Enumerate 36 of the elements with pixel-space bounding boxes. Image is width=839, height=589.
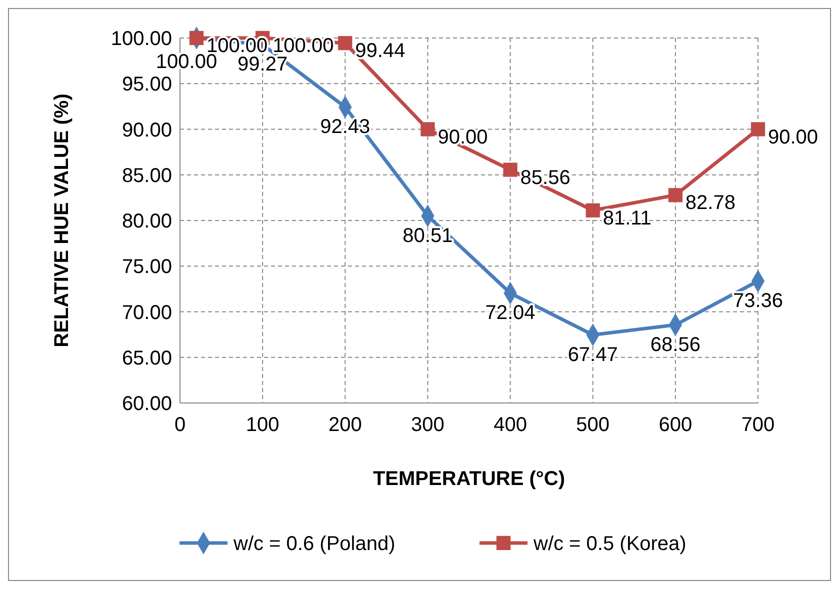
y-tick-label: 100.00	[110, 28, 172, 50]
x-tick-label: 400	[494, 414, 527, 436]
x-tick-label: 700	[741, 414, 775, 436]
x-tick-label: 0	[174, 414, 186, 436]
x-axis-title: TEMPERATURE (°C)	[372, 468, 566, 490]
x-tick-label: 600	[658, 414, 692, 436]
point	[420, 122, 435, 136]
y-tick-label: 80.00	[122, 210, 172, 232]
data-label: 73.36	[732, 290, 784, 312]
data-label: 90.00	[768, 126, 818, 148]
data-label: 99.44	[355, 40, 406, 62]
point	[503, 162, 518, 177]
legend-label: w/c = 0.5 (Korea)	[532, 533, 686, 555]
data-label: 67.47	[568, 344, 618, 366]
y-tick-label: 90.00	[122, 119, 172, 142]
x-tick-label: 300	[411, 414, 444, 436]
x-tick-label: 500	[576, 414, 610, 436]
data-label: 82.78	[685, 192, 736, 214]
y-tick-label: 60.00	[122, 393, 172, 415]
x-tick-label: 100	[246, 414, 280, 436]
y-axis-title: RELATIVE HUE VALUE (%)	[51, 94, 73, 348]
point	[189, 30, 204, 46]
x-tick-label: 200	[328, 414, 362, 436]
point	[586, 203, 600, 218]
point	[338, 36, 352, 50]
y-tick-label: 85.00	[122, 164, 172, 187]
point	[668, 188, 682, 202]
legend-label: w/c = 0.6 (Poland)	[232, 533, 396, 555]
point	[750, 122, 766, 136]
y-tick-label: 70.00	[122, 302, 172, 324]
y-tick-label: 75.00	[122, 256, 172, 278]
y-tick-label: 65.00	[122, 347, 172, 370]
data-label: 72.04	[485, 302, 536, 324]
y-tick-label: 95.00	[122, 74, 172, 96]
data-label: 68.56	[650, 334, 700, 356]
data-label: 81.11	[602, 207, 652, 230]
